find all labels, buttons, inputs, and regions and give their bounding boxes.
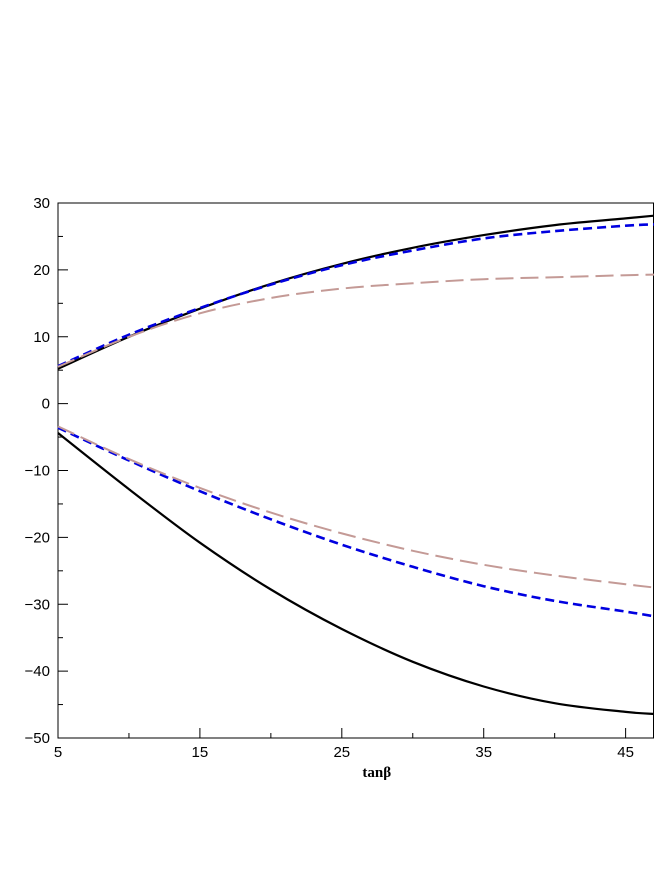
x-tick-label: 35: [475, 744, 492, 761]
y-tick-label: −40: [25, 663, 50, 680]
y-tick-label: −20: [25, 529, 50, 546]
x-tick-label: 45: [617, 744, 634, 761]
series-line-1: [57, 214, 654, 370]
y-tick-label: 20: [33, 262, 50, 279]
y-tick-label: −30: [25, 596, 50, 613]
series-line-4: [57, 432, 654, 715]
y-tick-label: 0: [42, 396, 50, 413]
y-axis: −50 −40 −30 −20 −10 0 10 20 30: [25, 195, 68, 747]
x-axis-label: tanβ: [362, 765, 391, 781]
y-tick-label: −10: [25, 463, 50, 480]
x-tick-label: 25: [333, 744, 350, 761]
series-line-3: [57, 273, 654, 368]
series-line-6: [57, 425, 654, 589]
plot-frame: [57, 202, 654, 739]
y-tick-label: −50: [25, 730, 50, 747]
y-tick-label: 30: [33, 195, 50, 212]
series-line-5: [57, 426, 654, 618]
series-line-2: [57, 223, 654, 368]
x-axis: 5 15 25 35 45: [54, 728, 634, 761]
x-tick-label: 5: [54, 744, 62, 761]
series-lines: [57, 214, 654, 715]
plot-area: 5 15 25 35 45 −50 −40 −30 −20 −10 0 10 20 30: [25, 195, 654, 761]
y-tick-label: 10: [33, 329, 50, 346]
x-tick-label: 15: [192, 744, 209, 761]
